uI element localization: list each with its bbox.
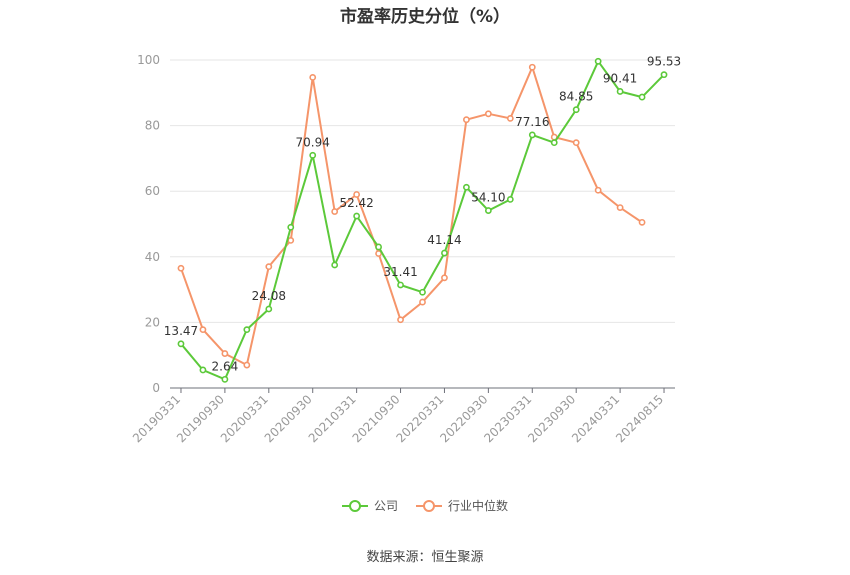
- grid-lines: [170, 59, 675, 323]
- point-industry-median[interactable]: [528, 63, 536, 71]
- point-industry-median[interactable]: [572, 139, 580, 147]
- y-tick-label: 100: [137, 53, 160, 67]
- point-industry-median[interactable]: [221, 350, 229, 357]
- point-company[interactable]: [287, 223, 295, 231]
- x-tick-label: 20240815: [613, 392, 666, 445]
- legend-item-industry-median[interactable]: 行业中位数: [416, 497, 508, 514]
- point-industry-median[interactable]: [419, 298, 426, 306]
- legend-company-icon: [341, 499, 368, 513]
- data-label-company: 13.47: [164, 324, 198, 338]
- y-tick-label: 0: [152, 381, 160, 395]
- point-industry-median[interactable]: [265, 263, 273, 271]
- legend: 公司 行业中位数: [0, 497, 850, 514]
- point-industry-median[interactable]: [287, 236, 295, 244]
- y-tick-label: 80: [145, 119, 160, 133]
- point-company[interactable]: [506, 195, 514, 203]
- point-company[interactable]: [528, 131, 536, 139]
- point-company[interactable]: [484, 207, 492, 214]
- point-company[interactable]: [375, 243, 382, 251]
- point-industry-median[interactable]: [177, 264, 185, 272]
- data-label-company: 24.08: [252, 289, 286, 303]
- data-label-company: 95.53: [647, 55, 681, 69]
- point-company[interactable]: [616, 88, 624, 95]
- source-note: 数据来源：恒生聚源: [366, 550, 484, 565]
- data-label-company: 52.42: [339, 196, 373, 210]
- legend-item-company[interactable]: 公司: [341, 497, 398, 514]
- point-industry-median[interactable]: [638, 218, 646, 226]
- point-industry-median[interactable]: [331, 208, 339, 215]
- point-company[interactable]: [572, 106, 580, 114]
- legend-industry-median-icon: [416, 499, 442, 513]
- point-industry-median[interactable]: [484, 110, 492, 118]
- point-industry-median[interactable]: [441, 274, 448, 282]
- point-industry-median[interactable]: [616, 204, 624, 211]
- point-company[interactable]: [331, 261, 339, 269]
- point-industry-median[interactable]: [243, 361, 251, 369]
- data-label-company: 84.85: [559, 90, 593, 104]
- point-company[interactable]: [660, 71, 668, 79]
- point-industry-median[interactable]: [397, 316, 404, 324]
- point-company[interactable]: [177, 340, 185, 348]
- point-company[interactable]: [441, 249, 448, 257]
- point-industry-median[interactable]: [463, 116, 470, 124]
- legend-company-label: 公司: [373, 499, 398, 513]
- data-label-company: 41.14: [427, 233, 461, 247]
- point-industry-median[interactable]: [309, 73, 317, 81]
- data-label-company: 31.41: [383, 265, 417, 279]
- point-company[interactable]: [419, 288, 426, 296]
- data-labels: 13.47 2.64 24.08 70.94 52.42 31.41 41.14 54.10 7…: [164, 55, 681, 374]
- series: [177, 57, 668, 383]
- point-industry-median[interactable]: [199, 326, 207, 334]
- point-industry-median[interactable]: [353, 191, 361, 198]
- point-company[interactable]: [243, 326, 251, 334]
- point-company[interactable]: [594, 57, 602, 65]
- point-company[interactable]: [550, 139, 558, 147]
- point-company[interactable]: [221, 375, 229, 383]
- data-label-company: 70.94: [296, 135, 330, 149]
- data-label-company: 54.10: [471, 191, 505, 205]
- y-tick-label: 60: [145, 184, 160, 198]
- legend-industry-median-label: 行业中位数: [448, 499, 509, 513]
- point-company[interactable]: [638, 93, 646, 101]
- point-company[interactable]: [199, 366, 207, 374]
- point-company[interactable]: [397, 281, 404, 289]
- point-company[interactable]: [265, 305, 273, 313]
- point-industry-median[interactable]: [375, 250, 382, 257]
- data-label-company: 77.16: [515, 115, 549, 129]
- point-company[interactable]: [353, 212, 361, 220]
- point-industry-median[interactable]: [594, 186, 602, 194]
- data-label-company: 90.41: [603, 71, 637, 85]
- point-company[interactable]: [463, 183, 470, 191]
- axes: 0204060801002019033120190930202003312020…: [130, 53, 675, 445]
- point-company[interactable]: [309, 151, 317, 159]
- y-tick-label: 40: [145, 250, 160, 264]
- series-line-industry-median: [180, 66, 643, 366]
- chart-title: 市盈率历史分位（%）: [339, 7, 511, 27]
- y-tick-label: 20: [145, 315, 160, 329]
- data-label-company: 2.64: [212, 359, 239, 373]
- point-industry-median[interactable]: [506, 114, 514, 122]
